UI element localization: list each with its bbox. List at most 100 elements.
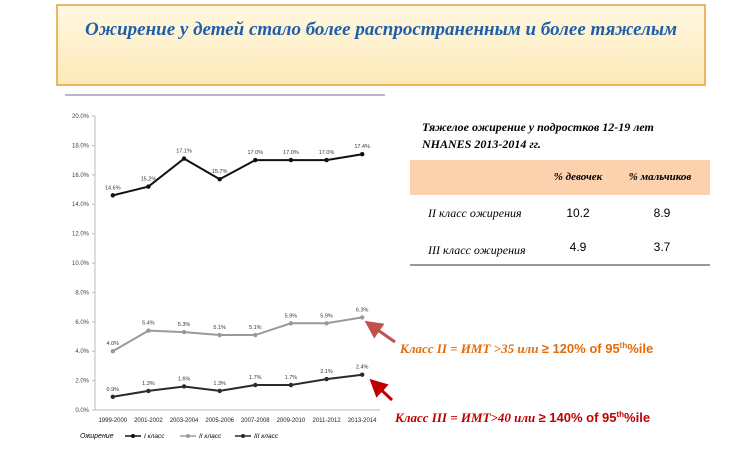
slide-title: Ожирение у детей стало более распростран… — [85, 19, 677, 40]
value-label: 15.2% — [141, 177, 157, 183]
value-label: 4.0% — [107, 341, 120, 347]
point — [253, 382, 258, 388]
series-line — [112, 153, 363, 197]
value-label: 5.9% — [320, 313, 333, 319]
point — [110, 394, 116, 399]
point — [146, 328, 151, 333]
y-tick-label: 18.0% — [72, 143, 90, 149]
y-tick-label: 0.0% — [75, 408, 89, 414]
series-line — [112, 373, 363, 398]
point — [217, 332, 222, 338]
annotation: Класс II = ИМТ >35 или ≥ 120% of 95th%il… — [399, 341, 653, 356]
legend-marker — [241, 434, 245, 438]
annotation: Класс III = ИМТ>40 или ≥ 140% of 95th%il… — [394, 410, 650, 425]
annotation-part: th — [616, 410, 624, 419]
line-chart: 0.0% 2.0% 4.0% 6.0% 8.0% 10.0% 12.0% 14.0% 16.0%… — [72, 114, 380, 440]
value-label: 17.0% — [283, 150, 299, 156]
value-label: 15.7% — [212, 169, 228, 175]
table-header: % мальчиков — [629, 171, 692, 183]
y-tick-label: 12.0% — [72, 232, 90, 238]
x-tick-label: 2007-2008 — [241, 418, 270, 424]
point — [181, 156, 187, 161]
point — [181, 384, 187, 389]
y-tick-label: 4.0% — [75, 349, 89, 355]
y-tick-label: 14.0% — [72, 202, 90, 208]
x-tick-label: 2003-2004 — [170, 418, 199, 424]
point — [324, 157, 329, 163]
value-label: 1.7% — [285, 375, 298, 381]
point — [359, 315, 365, 320]
table-cell: 10.2 — [566, 206, 590, 220]
table-header: % девочек — [554, 171, 603, 183]
series-line — [112, 316, 363, 353]
annotation-part: Класс II = ИМТ >35 или — [399, 341, 542, 356]
point — [288, 321, 294, 326]
y-tick-label: 20.0% — [72, 114, 90, 120]
y-tick-label: 10.0% — [72, 261, 90, 267]
x-tick-label: 2001-2002 — [134, 418, 163, 424]
point — [110, 193, 116, 198]
value-label: 5.1% — [213, 325, 226, 331]
table-cell: 8.9 — [654, 206, 671, 220]
annotation-part: %ile — [624, 410, 650, 425]
x-tick-label: 2009-2010 — [277, 418, 306, 424]
value-label: 2.4% — [356, 365, 369, 371]
legend-marker — [186, 434, 190, 438]
table-cell: II класс ожирения — [427, 206, 522, 220]
table-title: Тяжелое ожирение у подростков 12-19 лет — [422, 120, 654, 134]
point — [359, 372, 365, 377]
legend-label: II класс — [199, 433, 222, 440]
point — [146, 388, 151, 394]
point — [324, 321, 329, 326]
value-label: 1.7% — [249, 375, 262, 381]
value-label: 17.4% — [354, 144, 370, 150]
value-label: 17.1% — [176, 149, 192, 155]
value-label: 14.6% — [105, 185, 121, 191]
value-label: 5.3% — [178, 322, 191, 328]
table-header-bg — [410, 160, 710, 195]
legend-title: Ожирение — [80, 433, 114, 440]
point — [181, 329, 187, 335]
annotation-part: th — [620, 341, 628, 350]
point — [110, 349, 116, 354]
y-tick-label: 2.0% — [75, 379, 89, 385]
x-tick-label: 2013-2014 — [348, 418, 377, 424]
annotation-part: %ile — [627, 341, 653, 356]
annotation-part: ≥ 140% of 95 — [539, 410, 617, 425]
value-label: 5.9% — [285, 313, 298, 319]
y-tick-label: 16.0% — [72, 173, 90, 179]
legend-label: I класс — [144, 433, 165, 440]
value-label: 1.3% — [142, 381, 155, 387]
arrow — [369, 378, 394, 402]
table-cell: 4.9 — [570, 240, 587, 254]
point — [324, 376, 329, 382]
value-label: 17.0% — [319, 150, 335, 156]
table-cell: III класс ожирения — [427, 243, 526, 257]
table-title: NHANES 2013-2014 гг. — [421, 137, 541, 151]
annotation-part: Класс III = ИМТ>40 или — [394, 410, 539, 425]
point — [288, 382, 294, 388]
value-label: 5.1% — [249, 325, 262, 331]
point — [359, 152, 365, 157]
legend-marker — [131, 434, 135, 438]
value-label: 6.3% — [356, 307, 369, 313]
point — [146, 184, 151, 189]
point — [217, 177, 222, 182]
point — [217, 388, 222, 394]
point — [253, 332, 258, 338]
x-tick-label: 1999-2000 — [98, 418, 127, 424]
x-tick-label: 2005-2006 — [205, 418, 234, 424]
arrow — [364, 320, 396, 344]
legend-label: III класс — [254, 433, 279, 440]
value-label: 2.1% — [320, 369, 333, 375]
value-label: 0.9% — [107, 387, 120, 393]
point — [253, 157, 258, 163]
value-label: 1.3% — [213, 381, 226, 387]
table-cell: 3.7 — [654, 240, 671, 254]
value-label: 1.6% — [178, 376, 191, 382]
value-label: 5.4% — [142, 321, 155, 327]
annotation-part: ≥ 120% of 95 — [542, 341, 620, 356]
title-box — [56, 4, 706, 86]
y-tick-label: 6.0% — [75, 320, 89, 326]
